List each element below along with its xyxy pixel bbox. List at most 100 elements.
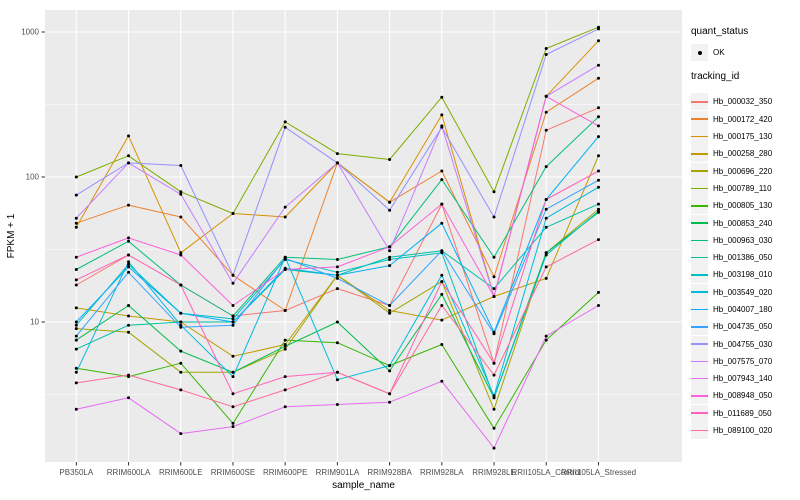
data-point	[127, 253, 130, 257]
data-point	[74, 221, 78, 225]
data-point	[127, 236, 130, 240]
legend-entry-label: Hb_007575_070	[713, 356, 773, 366]
legend-entry-Hb_000696_220: Hb_000696_220	[691, 162, 799, 180]
legend-line-icon	[691, 187, 708, 190]
data-point	[335, 320, 339, 324]
data-point	[231, 370, 235, 374]
data-point	[335, 378, 339, 382]
data-point	[544, 207, 548, 211]
data-point	[231, 281, 235, 285]
data-point	[179, 164, 183, 167]
data-point	[597, 209, 600, 213]
legend-line-icon	[691, 291, 708, 293]
legend-line-icon	[691, 326, 708, 328]
legend-line-icon	[691, 170, 708, 172]
data-point	[74, 407, 78, 411]
data-point	[597, 178, 600, 182]
data-point	[127, 330, 130, 334]
data-point	[283, 268, 287, 271]
legend-entry-Hb_089100_020: Hb_089100_020	[691, 422, 799, 440]
data-point	[74, 268, 78, 271]
x-tick-label: RRII105LA_Stressed	[561, 468, 636, 477]
data-point	[544, 265, 548, 269]
data-point	[492, 332, 496, 336]
legend-line-icon	[691, 343, 708, 345]
data-point	[388, 158, 392, 161]
data-point	[544, 251, 548, 255]
data-point	[440, 379, 444, 383]
data-point	[440, 221, 444, 225]
legend-entry-Hb_000258_280: Hb_000258_280	[691, 145, 799, 163]
legend-key-swatch	[691, 249, 708, 267]
data-point	[492, 295, 496, 298]
data-point	[597, 304, 600, 307]
data-point	[231, 212, 235, 215]
data-point	[597, 238, 600, 242]
data-point	[127, 262, 130, 266]
data-point	[179, 320, 183, 324]
data-point	[440, 249, 444, 253]
legend-line-icon	[691, 360, 708, 363]
data-point	[179, 323, 183, 327]
data-point	[544, 338, 548, 342]
data-point	[335, 265, 339, 269]
data-point	[179, 370, 183, 374]
data-point	[388, 311, 392, 315]
legend-entry-Hb_000175_130: Hb_000175_130	[691, 128, 799, 146]
legend-key-swatch	[691, 110, 708, 128]
legend-line-icon	[691, 101, 708, 103]
legend-entry-label: Hb_007943_140	[713, 374, 773, 384]
data-point	[127, 323, 130, 327]
data-point	[179, 361, 183, 365]
legend-key-swatch	[691, 301, 708, 318]
legend-entry-label: Hb_004735_050	[713, 322, 773, 332]
data-point	[179, 432, 183, 436]
data-point	[74, 255, 78, 259]
data-point	[492, 287, 496, 291]
data-point	[231, 320, 235, 324]
legend-key-swatch	[691, 266, 708, 284]
legend-entry-label: Hb_003198_010	[713, 270, 773, 280]
data-point	[544, 276, 548, 280]
data-point	[544, 110, 548, 114]
data-point	[283, 125, 287, 129]
data-point	[440, 280, 444, 284]
data-point	[492, 407, 496, 411]
data-point	[544, 198, 548, 201]
data-point	[179, 251, 183, 255]
legend-entry-ok-label: OK	[713, 48, 725, 58]
data-point	[388, 258, 392, 261]
data-point	[440, 318, 444, 322]
data-point	[127, 203, 130, 207]
data-point	[388, 309, 392, 312]
legend-entry-Hb_004735_050: Hb_004735_050	[691, 318, 799, 336]
x-tick-label: RRIM600LA	[107, 468, 151, 477]
legend-key-swatch	[691, 335, 708, 353]
x-tick-label: RRIM600SE	[211, 468, 255, 477]
data-point	[544, 216, 548, 220]
data-point	[74, 381, 78, 385]
data-point	[231, 317, 235, 321]
legend-key-swatch	[691, 318, 708, 336]
data-point	[179, 349, 183, 353]
data-point	[74, 323, 78, 327]
data-point	[179, 253, 183, 257]
data-point	[440, 178, 444, 182]
data-point	[179, 388, 183, 392]
data-point	[74, 278, 78, 282]
legend-entry-Hb_000032_350: Hb_000032_350	[691, 93, 799, 111]
data-point	[335, 258, 339, 261]
data-point	[74, 327, 78, 331]
data-point	[74, 370, 78, 374]
data-point	[335, 370, 339, 374]
legend-entry-label: Hb_089100_020	[713, 426, 773, 436]
data-point	[544, 165, 548, 169]
x-tick-label: RRIM600PE	[263, 468, 307, 477]
data-point	[492, 215, 496, 219]
data-point	[283, 375, 287, 379]
legend-title-quant-status: quant_status	[691, 26, 749, 37]
data-point	[74, 216, 78, 220]
data-point	[597, 124, 600, 128]
legend-entry-Hb_004007_180: Hb_004007_180	[691, 301, 799, 318]
